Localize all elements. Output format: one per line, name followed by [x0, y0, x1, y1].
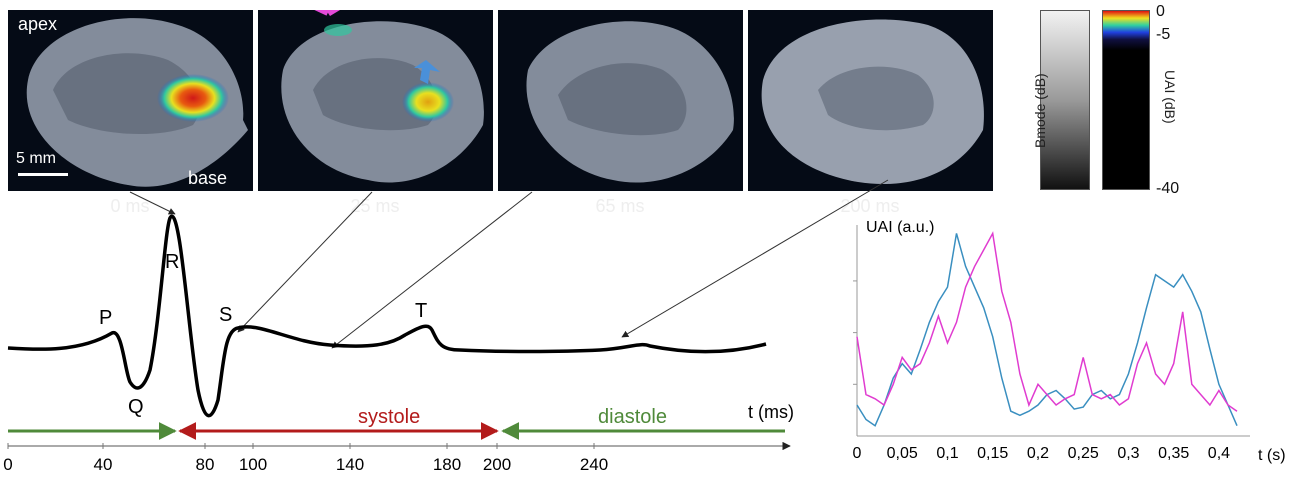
- ecg-tick-label: 0: [3, 455, 12, 474]
- diastole-label: diastole: [598, 406, 667, 428]
- ecg-tick-label: 180: [433, 455, 461, 474]
- uai-x-label: t (s): [1258, 447, 1286, 464]
- bmode-image-3: [526, 21, 734, 183]
- systole-label: systole: [358, 406, 420, 428]
- uai-tick-label: 0: [853, 445, 862, 462]
- ultrasound-panel-2: [258, 10, 493, 191]
- uai-tick-label: 0,05: [887, 445, 918, 462]
- wave-label-s: S: [219, 304, 232, 326]
- ecg-tick-labels: 0 40 80 100 140 180 200 240: [3, 443, 608, 474]
- ecg-tick-label: 40: [94, 455, 113, 474]
- ultrasound-panel-1: apex base 5 mm: [8, 10, 253, 191]
- colorbar-tick-bottom: -40: [1156, 180, 1180, 197]
- ecg-tick-label: 200: [483, 455, 511, 474]
- bmode-colorbar: [1040, 10, 1090, 190]
- ultrasound-panel-3: [498, 10, 743, 191]
- ecg-tick-label: 240: [580, 455, 608, 474]
- wave-label-q: Q: [128, 396, 144, 418]
- wave-label-r: R: [165, 251, 179, 273]
- ecg-tick-label: 100: [239, 455, 267, 474]
- connector-line-3: [331, 191, 533, 349]
- uai-hotspot: [402, 82, 454, 122]
- wave-label-t: T: [415, 300, 427, 322]
- base-label: base: [188, 168, 228, 188]
- uai-tick-label: 0,35: [1158, 445, 1189, 462]
- apex-label: apex: [18, 14, 58, 34]
- uai-chart: UAI (a.u.) t (s) 0 0,05 0,1 0,15 0,2 0,25 0,3 0…: [853, 219, 1286, 464]
- panel-time-label: 0 ms: [110, 196, 150, 216]
- uai-series-line-2: [856, 231, 1238, 412]
- uai-y-label: UAI (a.u.): [866, 219, 934, 236]
- ultrasound-panel-4: [748, 10, 993, 191]
- uai-tick-label: 0,2: [1027, 445, 1049, 462]
- magenta-arrow-icon: [326, 10, 340, 16]
- wave-label-p: P: [99, 307, 112, 329]
- uai-hotspot: [157, 74, 229, 122]
- uai-tick-label: 0,15: [977, 445, 1008, 462]
- scale-bar: [18, 173, 68, 176]
- panel-time-label: 65 ms: [595, 196, 645, 216]
- bmode-image-2: [281, 10, 484, 183]
- uai-tick-label: 0,3: [1117, 445, 1139, 462]
- uai-tick-label: 0,1: [936, 445, 958, 462]
- ecg-tick-label: 140: [336, 455, 364, 474]
- ecg-trace: [7, 214, 767, 418]
- scale-bar-label: 5 mm: [16, 150, 56, 167]
- connector-line-1: [129, 191, 176, 215]
- uai-colorbar: [1102, 10, 1150, 190]
- colorbar-tick-mid: -5: [1156, 26, 1171, 43]
- blue-arrow-icon: [414, 60, 440, 84]
- connector-line-2: [237, 191, 373, 333]
- uai-hotspot-small: [324, 24, 352, 36]
- panel-time-label: 200 ms: [840, 196, 900, 216]
- ecg-tick-label: 80: [196, 455, 215, 474]
- connector-line-4: [621, 179, 889, 338]
- ecg-axis-label: t (ms): [748, 402, 794, 422]
- colorbar-tick-top: 0: [1156, 3, 1165, 20]
- uai-tick-label: 0,25: [1068, 445, 1099, 462]
- bmode-image-1: [26, 18, 248, 187]
- bmode-image-4: [761, 19, 984, 185]
- uai-tick-label: 0,4: [1208, 445, 1230, 462]
